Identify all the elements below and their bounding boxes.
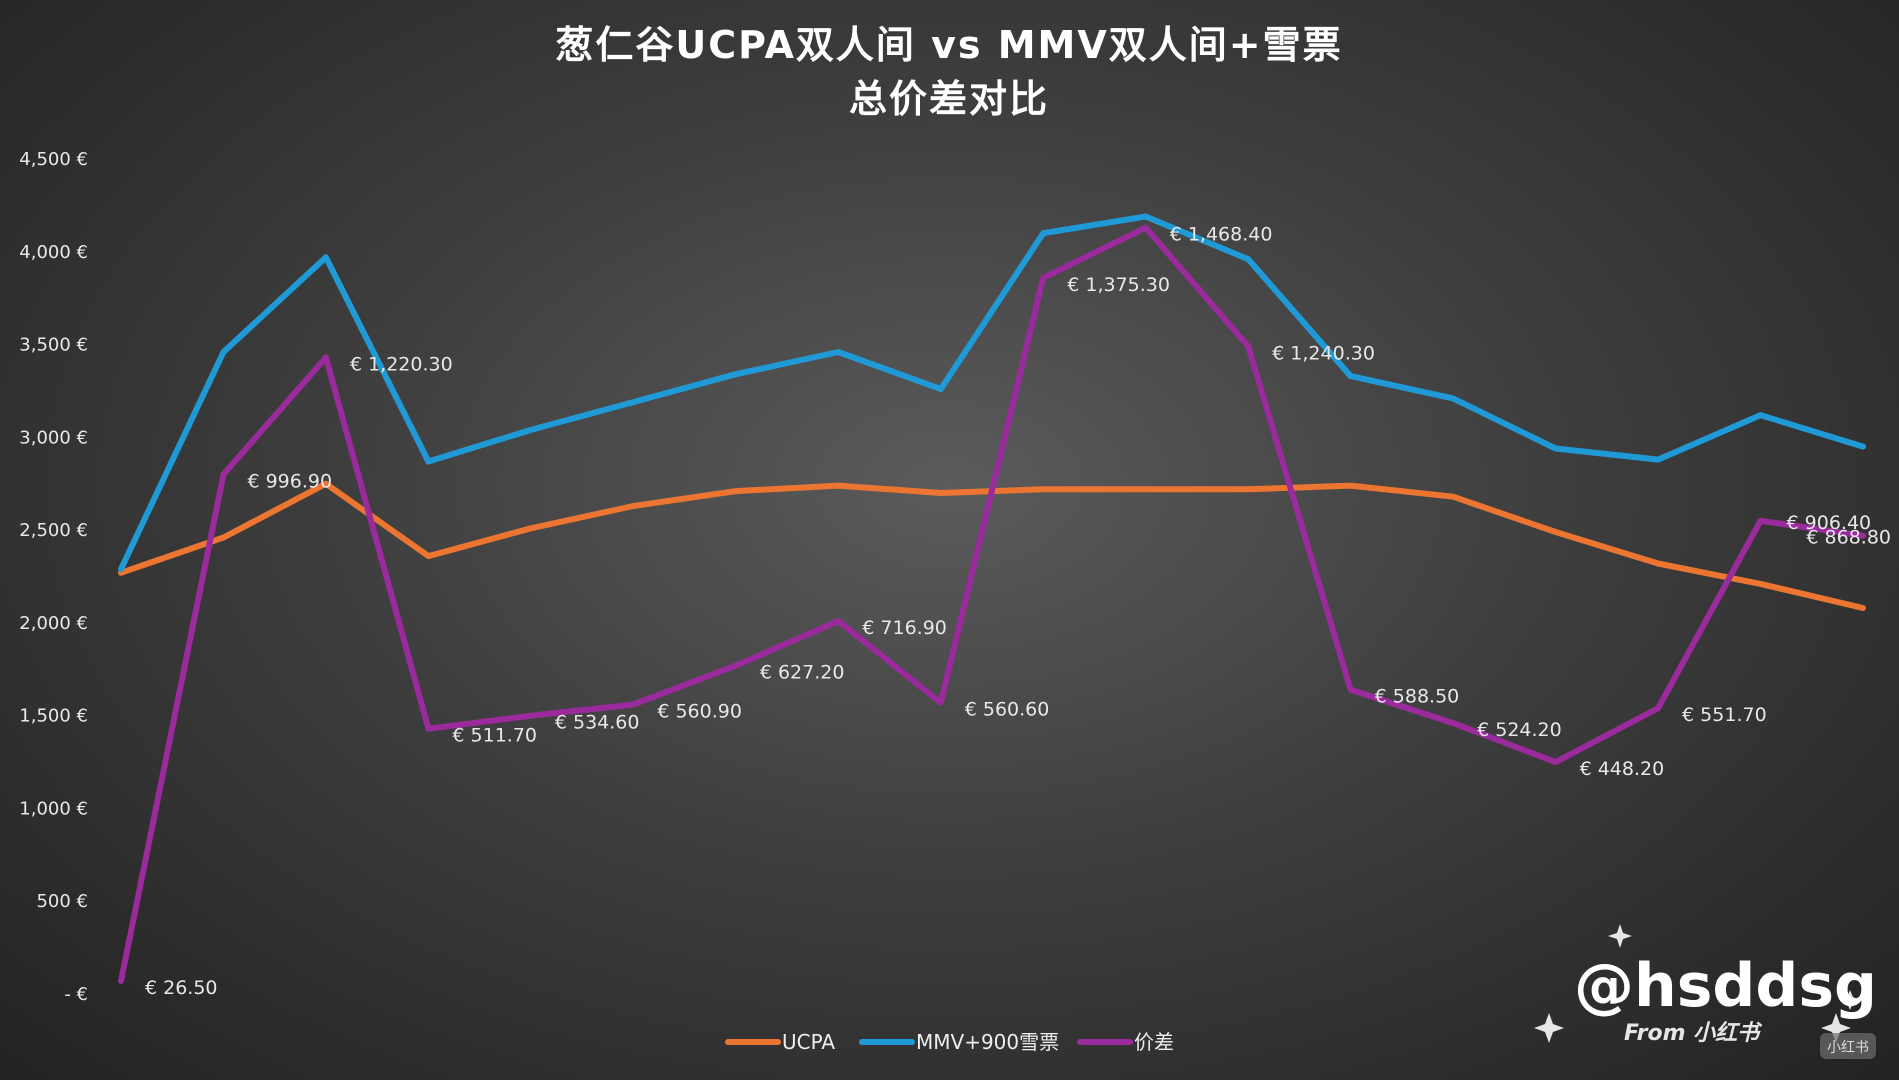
watermark-handle: @hsddsg [1574, 951, 1877, 1021]
legend-label-diff: 价差 [1134, 1030, 1174, 1054]
data-label: € 560.60 [965, 699, 1050, 721]
data-label: € 868.80 [1806, 527, 1891, 549]
sparkle-icon [1534, 1013, 1564, 1043]
data-label: € 906.40 [1787, 512, 1872, 534]
data-label: € 627.20 [760, 662, 845, 684]
y-tick-label: 1,500 € [19, 706, 88, 727]
watermark-badge-text: 小红书 [1827, 1040, 1869, 1056]
y-tick-label: - € [64, 984, 88, 1005]
chart-subtitle: 总价差对比 [849, 77, 1049, 121]
data-label: € 511.70 [452, 725, 537, 747]
data-label: € 524.20 [1477, 719, 1562, 741]
chart-title: 葱仁谷UCPA双人间 vs MMV双人间+雪票 [555, 23, 1342, 67]
data-label: € 551.70 [1682, 704, 1767, 726]
data-label: € 560.90 [657, 701, 742, 723]
y-tick-label: 2,000 € [19, 613, 88, 634]
data-label: € 716.90 [862, 617, 947, 639]
watermark: @hsddsg From 小红书 小红书 [1534, 924, 1877, 1059]
sparkle-icon [1840, 990, 1860, 1010]
y-tick-label: 3,500 € [19, 335, 88, 356]
sparkle-icon [1821, 1013, 1851, 1043]
data-label: € 534.60 [555, 712, 640, 734]
data-label: € 1,375.30 [1067, 274, 1170, 296]
data-labels: € 26.50 € 996.90 € 1,220.30 € 511.70 € 534.6… [145, 224, 1891, 999]
data-label: € 1,220.30 [350, 354, 453, 376]
data-label: € 1,468.40 [1170, 224, 1273, 246]
data-label: € 1,240.30 [1272, 342, 1375, 364]
y-tick-label: 500 € [36, 891, 88, 912]
y-axis: - € 500 € 1,000 € 1,500 € 2,000 € 2,500 € 3,00… [19, 149, 88, 1005]
series-line-mmv [118, 213, 1866, 573]
y-tick-label: 4,000 € [19, 242, 88, 263]
series-lines [118, 213, 1866, 984]
series-line-diff [118, 224, 1866, 984]
watermark-source: From 小红书 [1624, 1021, 1763, 1046]
y-tick-label: 2,500 € [19, 520, 88, 541]
legend-label-ucpa: UCPA [782, 1030, 835, 1054]
sparkle-icon [1608, 924, 1632, 948]
data-label: € 588.50 [1375, 686, 1460, 708]
data-label: € 26.50 [145, 977, 218, 999]
legend: UCPA MMV+900雪票 价差 [725, 1030, 1174, 1054]
watermark-badge [1820, 1033, 1876, 1059]
y-tick-label: 4,500 € [19, 149, 88, 170]
y-tick-label: 3,000 € [19, 427, 88, 448]
y-tick-label: 1,000 € [19, 798, 88, 819]
data-label: € 996.90 [247, 470, 332, 492]
legend-label-mmv: MMV+900雪票 [916, 1030, 1059, 1054]
data-label: € 448.20 [1580, 758, 1665, 780]
